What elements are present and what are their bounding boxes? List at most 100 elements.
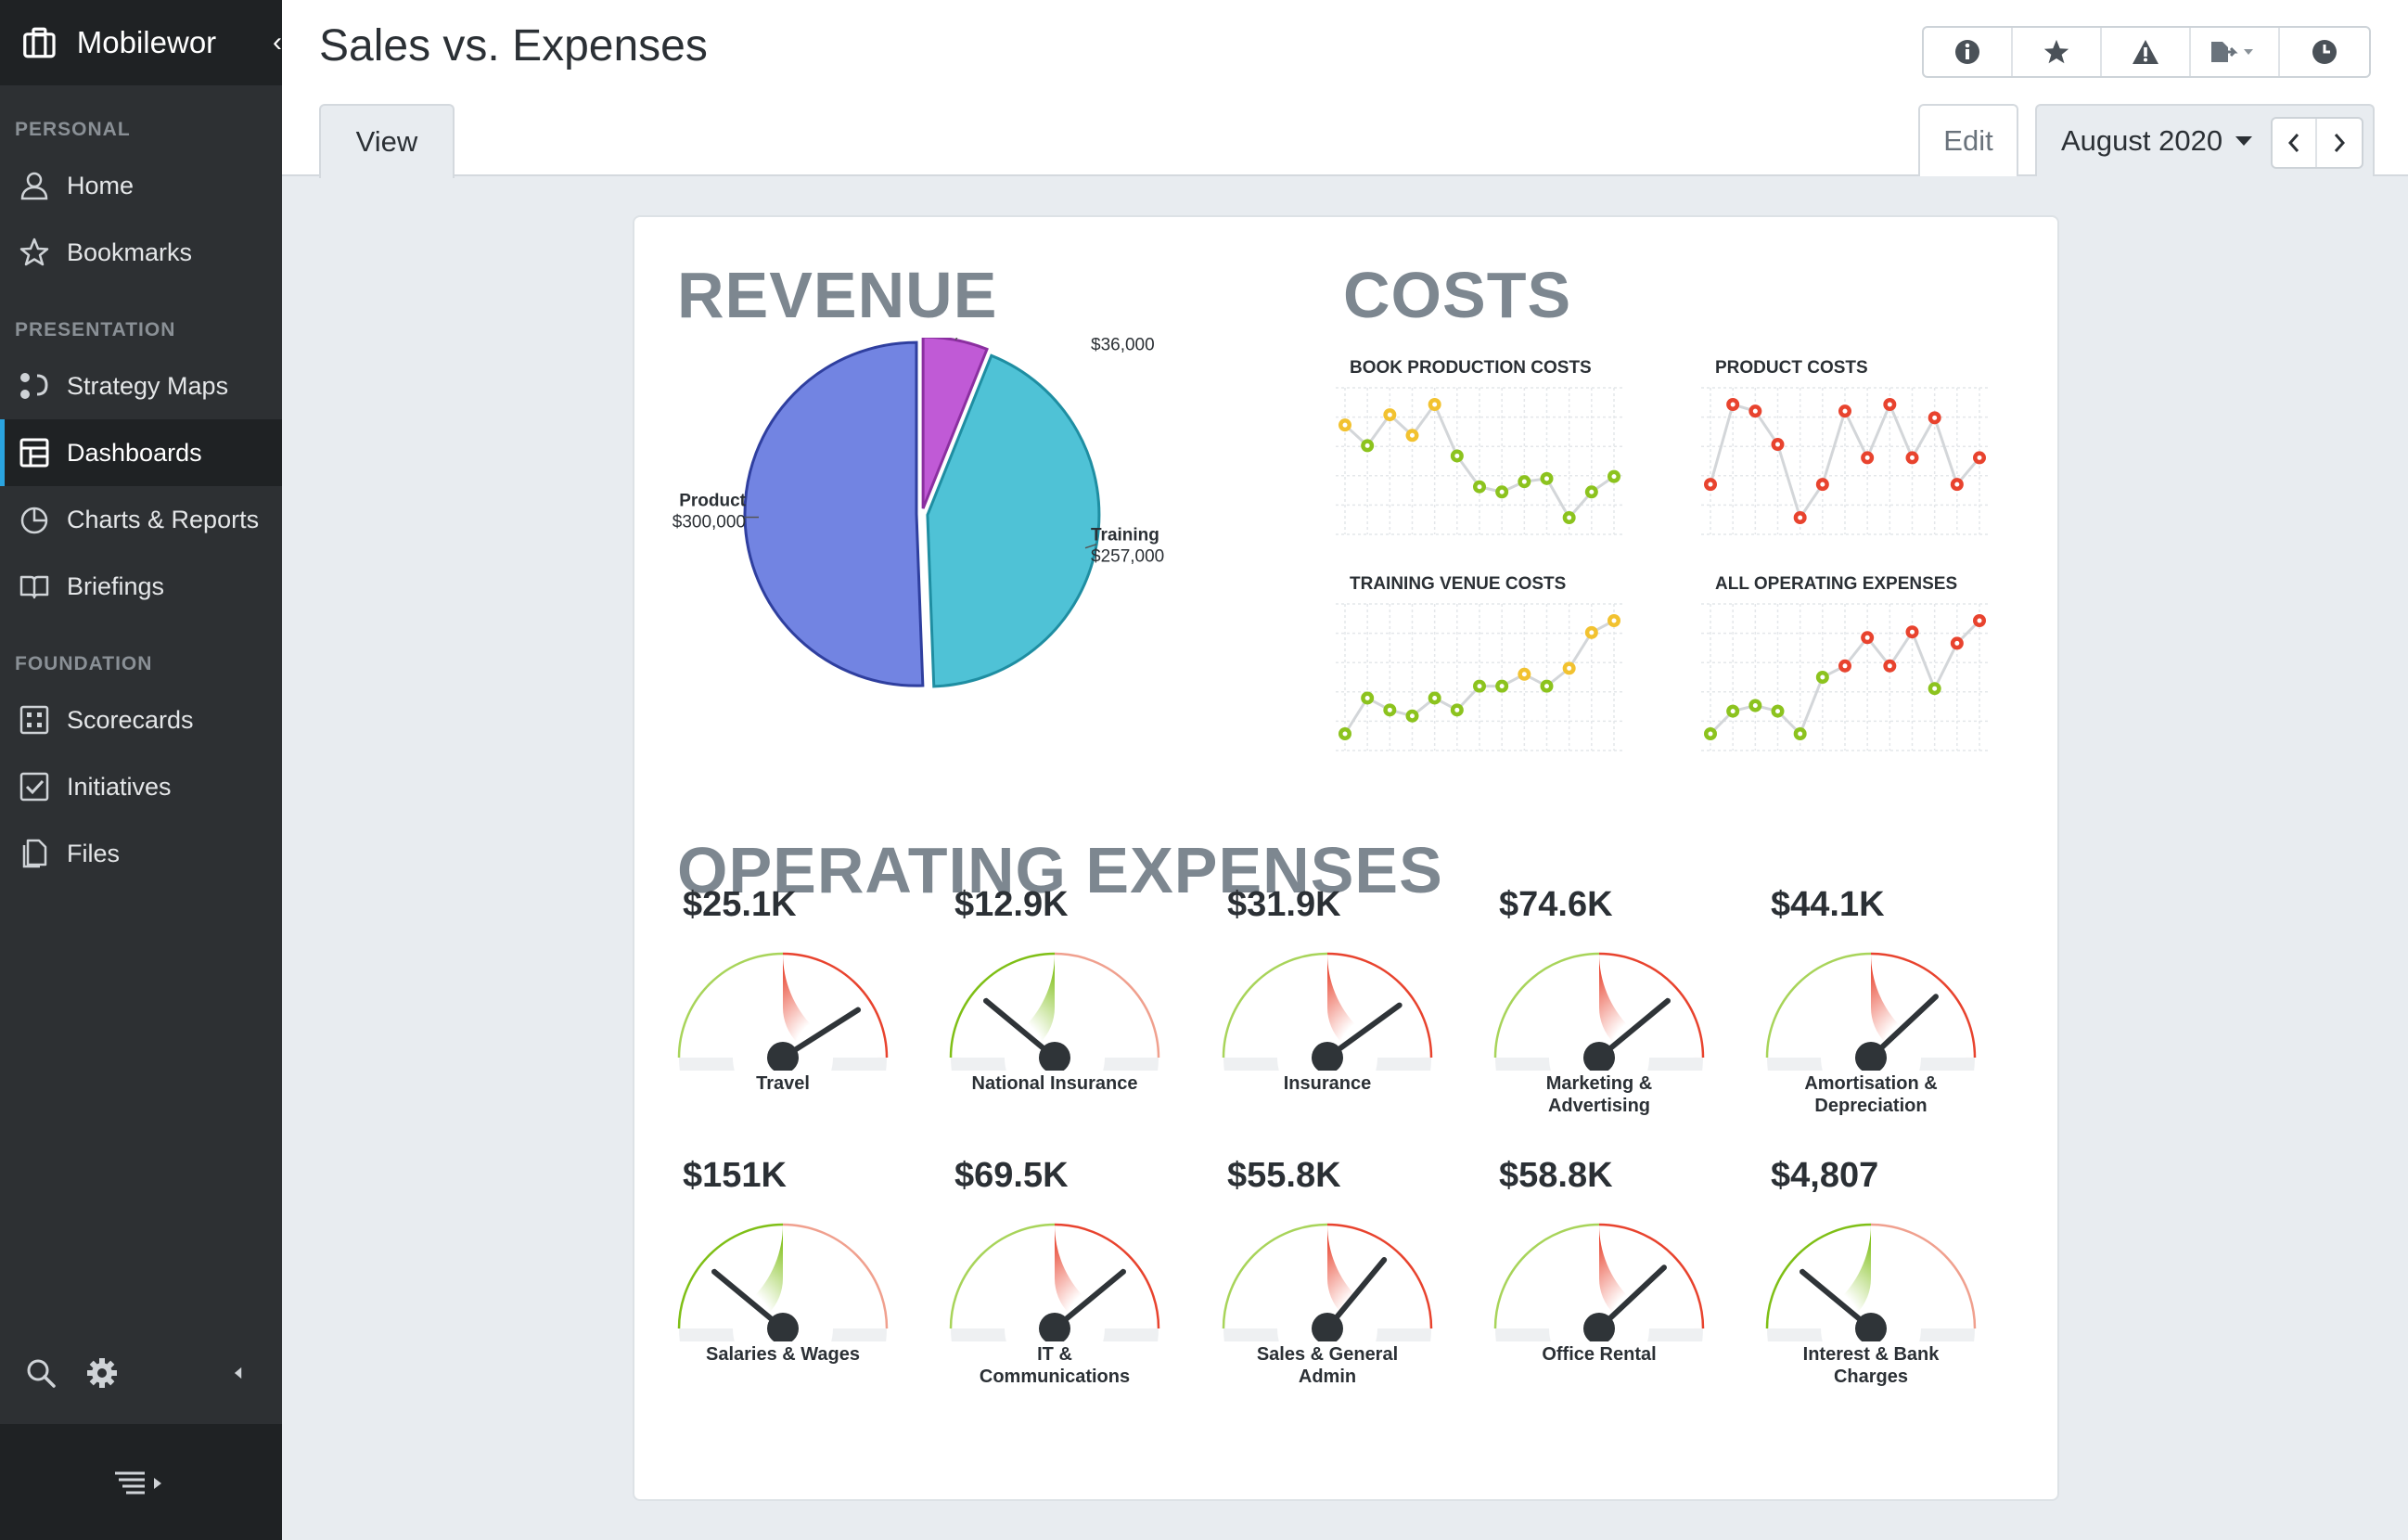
gauge-outline: [949, 1223, 1056, 1329]
data-point-center: [1521, 479, 1527, 484]
book-icon: [19, 575, 49, 599]
gauge-outline: [1598, 1223, 1705, 1329]
data-point-center: [1454, 453, 1460, 458]
info-button[interactable]: [1924, 28, 2013, 76]
strategy-map-icon: [20, 373, 48, 399]
gauge-label: Travel: [756, 1073, 810, 1094]
gauge-value: $31.9K: [1227, 885, 1341, 924]
gauge-value: $55.8K: [1227, 1156, 1341, 1195]
gauge-dial: [677, 1223, 889, 1341]
gauge-outline: [1765, 1223, 1872, 1329]
tab-edit[interactable]: Edit: [1918, 104, 2018, 176]
sidebar-item-initiatives[interactable]: Initiatives: [0, 753, 282, 820]
data-point-center: [1798, 731, 1803, 737]
gauge-track: [1223, 1058, 1431, 1071]
checkbox-icon: [19, 772, 49, 802]
data-point-center: [1910, 629, 1915, 635]
data-point-center: [1611, 474, 1617, 480]
sidebar-item-scorecards[interactable]: Scorecards: [0, 687, 282, 753]
pie-label: Training: [1091, 526, 1159, 545]
data-point-center: [1730, 709, 1736, 714]
gauge-value: $25.1K: [683, 885, 797, 924]
gauge-track: [679, 1328, 887, 1341]
data-point-center: [1932, 686, 1938, 691]
sidebar-item-files[interactable]: Files: [0, 820, 282, 887]
gauge-green-zone: [679, 1225, 783, 1328]
gauge-dial: [949, 952, 1160, 1071]
data-point-center: [1544, 684, 1549, 689]
data-point-center: [1775, 709, 1780, 714]
pie-chart-icon: [20, 507, 48, 534]
gauge-dial: [1493, 1223, 1705, 1341]
gauge-outline: [782, 1223, 889, 1329]
gauge-green-zone: [1767, 1225, 1871, 1328]
data-point-center: [1708, 481, 1713, 487]
gauge-label: IT & Communications: [979, 1344, 1131, 1387]
collapse-left-icon[interactable]: [230, 1356, 250, 1390]
sidebar-item-strategy-maps[interactable]: Strategy Maps: [0, 353, 282, 419]
data-point-center: [1954, 640, 1960, 646]
gauge-red-zone: [1327, 954, 1431, 1058]
sidebar-item-dashboards[interactable]: Dashboards: [0, 419, 282, 486]
sidebar-item-label: Bookmarks: [67, 237, 193, 266]
section-label-foundation: FOUNDATION: [15, 653, 153, 674]
sidebar-item-bookmarks[interactable]: Bookmarks: [0, 219, 282, 286]
data-point-center: [1820, 674, 1825, 680]
pie-value-label: $257,000: [1091, 547, 1164, 567]
gauge-outline: [1870, 1223, 1977, 1329]
data-point-center: [1708, 731, 1713, 737]
pie-slice-product[interactable]: [743, 340, 925, 687]
alert-button[interactable]: [2102, 28, 2191, 76]
history-icon: [2312, 40, 2337, 64]
pie-slice-book[interactable]: [921, 338, 989, 509]
gauge-green-zone: [951, 954, 1055, 1058]
history-button[interactable]: [2280, 28, 2369, 76]
gear-icon[interactable]: [85, 1356, 119, 1390]
gauge-label: Insurance: [1283, 1073, 1372, 1094]
gauge-label: National Insurance: [971, 1073, 1138, 1094]
gauge-hub: [1312, 1042, 1343, 1071]
gauge-dial: [1493, 952, 1705, 1071]
search-icon[interactable]: [24, 1356, 58, 1390]
data-point-center: [1752, 703, 1758, 708]
gauge-track: [1767, 1328, 1975, 1341]
gauge-outline: [1765, 952, 1872, 1059]
export-icon: [2211, 42, 2253, 62]
leader-line: [954, 338, 958, 340]
revenue-pie-chart: Book$36,000Training$257,000Product$300,0…: [672, 338, 1164, 688]
pie-value-label: $300,000: [672, 513, 746, 533]
menu-expand-icon[interactable]: [113, 1469, 169, 1496]
period-selector[interactable]: August 2020: [2035, 104, 2375, 176]
data-point-center: [1842, 408, 1848, 414]
data-point-center: [1820, 481, 1825, 487]
gauge-value: $4,807: [1771, 1156, 1879, 1195]
gauge-hub: [1583, 1313, 1615, 1341]
previous-period-button[interactable]: [2273, 119, 2317, 167]
bookmark-button[interactable]: [2013, 28, 2102, 76]
tab-view[interactable]: View: [319, 104, 455, 178]
data-point-center: [1342, 731, 1348, 737]
scorecard-icon: [19, 705, 49, 735]
sidebar-item-home[interactable]: Home: [0, 152, 282, 219]
data-point-center: [1752, 408, 1758, 414]
data-point-center: [1432, 695, 1438, 700]
export-button[interactable]: [2191, 28, 2280, 76]
gauge-label: Salaries & Wages: [705, 1344, 860, 1365]
data-point-center: [1977, 455, 1982, 460]
sidebar-item-briefings[interactable]: Briefings: [0, 553, 282, 620]
next-period-button[interactable]: [2317, 119, 2362, 167]
data-point-center: [1521, 672, 1527, 677]
gauge-track: [1495, 1328, 1703, 1341]
gauge-outline: [949, 952, 1056, 1059]
gauge-outline: [1493, 952, 1600, 1059]
sidebar: Mobilewor ‹ PERSONAL Home Bookmarks PRES…: [0, 0, 282, 1540]
data-point-center: [1887, 663, 1892, 669]
data-point-center: [1342, 422, 1348, 428]
gauge-label: Marketing & Advertising: [1545, 1073, 1653, 1116]
gauge-track: [951, 1328, 1159, 1341]
gauge-outline: [1493, 1223, 1600, 1329]
collapse-sidebar-button[interactable]: ‹: [273, 27, 282, 58]
header: Sales vs. Expenses View Edit August 2020: [282, 0, 2408, 178]
sidebar-item-charts-reports[interactable]: Charts & Reports: [0, 486, 282, 553]
gauge-hub: [1039, 1313, 1070, 1341]
